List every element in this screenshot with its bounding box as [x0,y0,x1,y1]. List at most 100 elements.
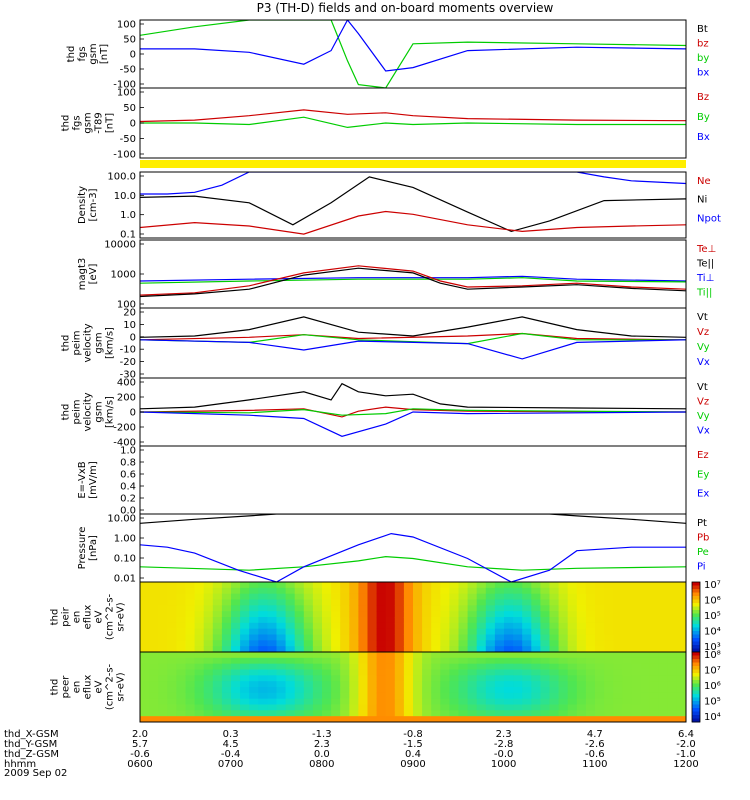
heat-cell [595,692,605,700]
heat-cell [194,692,205,700]
heat-cell [549,640,560,647]
heat-cell [640,582,651,589]
heat-cell [422,605,432,612]
heat-cell [294,605,305,612]
heat-cell [312,587,323,595]
heat-cell [631,652,641,659]
colorbar-swatch [692,673,700,677]
heat-cell [449,663,459,670]
heat-cell [221,587,232,595]
heat-cell [576,611,587,618]
heat-cell [604,710,614,717]
heat-cell [531,687,541,694]
heat-cell [449,617,459,624]
heat-cell [576,599,587,606]
heat-cell [312,628,323,635]
heat-cell [431,669,441,676]
heat-cell [349,634,359,641]
heat-cell [267,617,277,624]
heat-cell [458,663,469,670]
heat-cell [649,587,660,595]
heat-cell [358,628,368,635]
heat-cell [567,605,578,612]
heat-cell [267,634,277,641]
heat-cell [294,710,305,717]
ytick-label: -50 [120,134,136,145]
panel-frame [139,87,687,159]
heat-cell [604,622,614,630]
heat-cell [221,605,232,612]
heat-cell [631,716,641,723]
heat-cell [622,599,632,606]
series-Vy [140,408,686,416]
heat-cell [140,622,150,630]
legend-item: Vy [697,342,710,353]
heat-cell [276,622,287,630]
heat-cell [322,692,332,700]
heat-cell [513,716,523,723]
heat-cell [649,716,660,723]
legend-item: Vx [697,357,710,368]
heat-cell [294,640,305,647]
heat-cell [240,692,250,700]
series-Npot [140,172,686,195]
heat-cell [340,593,350,600]
panel-frame [139,445,687,515]
heat-cell [149,710,159,717]
heat-cell [658,582,669,589]
legend-item: Te⊥ [696,244,716,255]
heat-cell [212,681,223,688]
heat-cell [403,704,414,711]
heat-cell [667,646,678,653]
heat-cell [513,681,523,688]
heat-cell [631,599,641,606]
heat-cell [394,611,405,618]
heat-cell [558,617,569,624]
legend-item: by [697,53,709,64]
heat-cell [367,663,378,670]
heat-cell [513,657,523,665]
heat-cell [604,681,614,688]
legend-item: Vt [697,382,708,393]
heat-cell [158,628,168,635]
heat-cell [231,681,241,688]
heat-cell [658,640,669,647]
heat-cell [240,611,250,618]
heat-cell [349,617,359,624]
heat-cell [294,704,305,711]
heat-cell [358,681,368,688]
heat-cell [158,617,168,624]
heat-cell [267,605,277,612]
heat-cell [440,687,450,694]
heat-cell [331,657,341,665]
heat-cell [158,704,168,711]
heat-cell [604,605,614,612]
heat-cell [585,657,596,665]
heat-cell [158,681,168,688]
heat-cell [613,587,623,595]
heat-cell [258,587,268,595]
heat-cell [467,634,478,641]
heat-cell [549,663,560,670]
heat-cell [212,646,223,653]
heat-cell [658,628,669,635]
heat-cell [631,622,641,630]
legend-item: Ex [697,489,709,500]
heat-cell [567,698,578,705]
heat-cell [567,582,578,589]
heat-cell [449,587,459,595]
heat-cell [440,605,450,612]
heat-cell [258,698,268,705]
heat-cell [167,710,177,717]
heat-cell [267,687,277,694]
heat-cell [504,640,514,647]
series-by [140,20,686,88]
heat-cell [676,582,687,589]
heat-cell [595,599,605,606]
heat-cell [558,710,569,717]
heat-cell [249,599,259,606]
heat-cell [585,622,596,630]
heat-cell [267,622,277,630]
heat-cell [431,646,441,653]
heat-cell [385,710,396,717]
